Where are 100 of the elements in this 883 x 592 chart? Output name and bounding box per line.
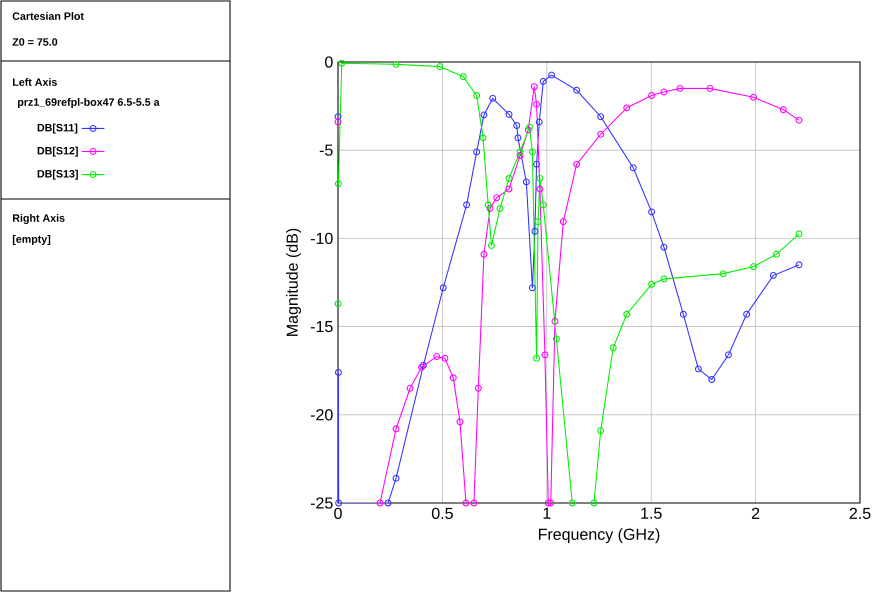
x-tick-label: 2 — [752, 508, 760, 519]
text: [empty] — [12, 235, 50, 245]
point — [488, 242, 495, 249]
point — [541, 351, 548, 358]
point — [436, 63, 444, 70]
point — [474, 384, 482, 392]
point — [573, 160, 580, 168]
point — [694, 365, 702, 372]
point — [384, 500, 392, 506]
point — [528, 284, 536, 292]
point — [480, 250, 488, 258]
point — [597, 113, 604, 120]
point — [780, 106, 787, 114]
point — [489, 94, 496, 102]
x-tick-label: 1.5 — [641, 508, 662, 519]
legend-label: DB[S12] — [38, 146, 78, 157]
y-tick-label: -10 — [310, 232, 333, 244]
point — [524, 126, 532, 134]
point — [547, 500, 554, 506]
point — [516, 148, 524, 156]
point — [573, 86, 580, 94]
x-axis-title: Frequency (GHz) — [538, 528, 660, 544]
point — [392, 60, 400, 68]
point — [392, 474, 400, 482]
point — [440, 284, 447, 292]
point — [506, 110, 512, 118]
point — [548, 72, 556, 79]
point — [450, 374, 457, 382]
point — [506, 186, 512, 192]
y-tick-label: -15 — [310, 321, 333, 332]
point — [680, 310, 687, 318]
point — [456, 418, 464, 426]
point — [473, 148, 480, 156]
point — [560, 218, 567, 226]
point — [597, 427, 604, 434]
point — [750, 94, 757, 101]
point — [536, 174, 544, 182]
point — [506, 174, 512, 182]
point — [544, 500, 552, 506]
y-tick-label: -25 — [310, 497, 333, 509]
point — [335, 500, 342, 506]
y-tick-label: -5 — [320, 144, 333, 156]
point — [540, 201, 547, 208]
point — [773, 250, 780, 258]
point — [334, 118, 342, 126]
point — [540, 78, 547, 85]
point — [338, 60, 346, 67]
point — [724, 351, 732, 358]
point — [484, 201, 492, 208]
point — [660, 275, 668, 282]
point — [610, 344, 617, 352]
legend-label: DB[S11] — [38, 124, 78, 134]
point — [433, 353, 440, 360]
point — [568, 500, 576, 506]
point — [590, 500, 598, 506]
point — [743, 310, 750, 318]
text: Z0 = 75.0 — [12, 38, 58, 46]
y-tick-label: 0 — [325, 56, 333, 68]
point — [623, 310, 630, 318]
point — [660, 88, 668, 96]
y-tick-label: -20 — [310, 409, 333, 420]
point — [406, 384, 414, 392]
point — [460, 73, 467, 80]
point — [528, 148, 536, 156]
point — [526, 124, 533, 131]
point — [533, 160, 540, 168]
text: prz1_69refpl-box47 6.5-5.5 a — [18, 98, 160, 108]
point — [522, 178, 530, 186]
point — [533, 100, 540, 108]
point — [648, 92, 656, 99]
point — [648, 280, 656, 288]
text: Cartesian Plot — [12, 12, 84, 20]
point — [516, 152, 524, 159]
point — [720, 270, 727, 278]
text: Right Axis — [12, 214, 65, 224]
point — [480, 134, 487, 142]
x-tick-label: 0 — [334, 508, 342, 520]
point — [660, 244, 668, 251]
point — [470, 500, 478, 506]
point — [533, 354, 540, 362]
legend-label: DB[S13] — [38, 170, 78, 180]
point — [770, 272, 777, 279]
point — [706, 84, 714, 92]
legend-title: Left Axis — [12, 78, 57, 86]
x-tick-label: 2.5 — [850, 508, 870, 520]
point — [536, 186, 544, 192]
point — [514, 134, 522, 142]
point — [496, 204, 504, 212]
point — [551, 318, 558, 325]
x-tick-label: 0.5 — [432, 508, 453, 520]
point — [463, 201, 470, 208]
point — [534, 218, 542, 226]
point — [597, 130, 604, 138]
point — [441, 354, 448, 362]
point — [630, 164, 637, 172]
point — [530, 83, 538, 90]
point — [676, 84, 684, 92]
point — [334, 113, 342, 120]
point — [480, 111, 488, 118]
point — [531, 228, 538, 235]
